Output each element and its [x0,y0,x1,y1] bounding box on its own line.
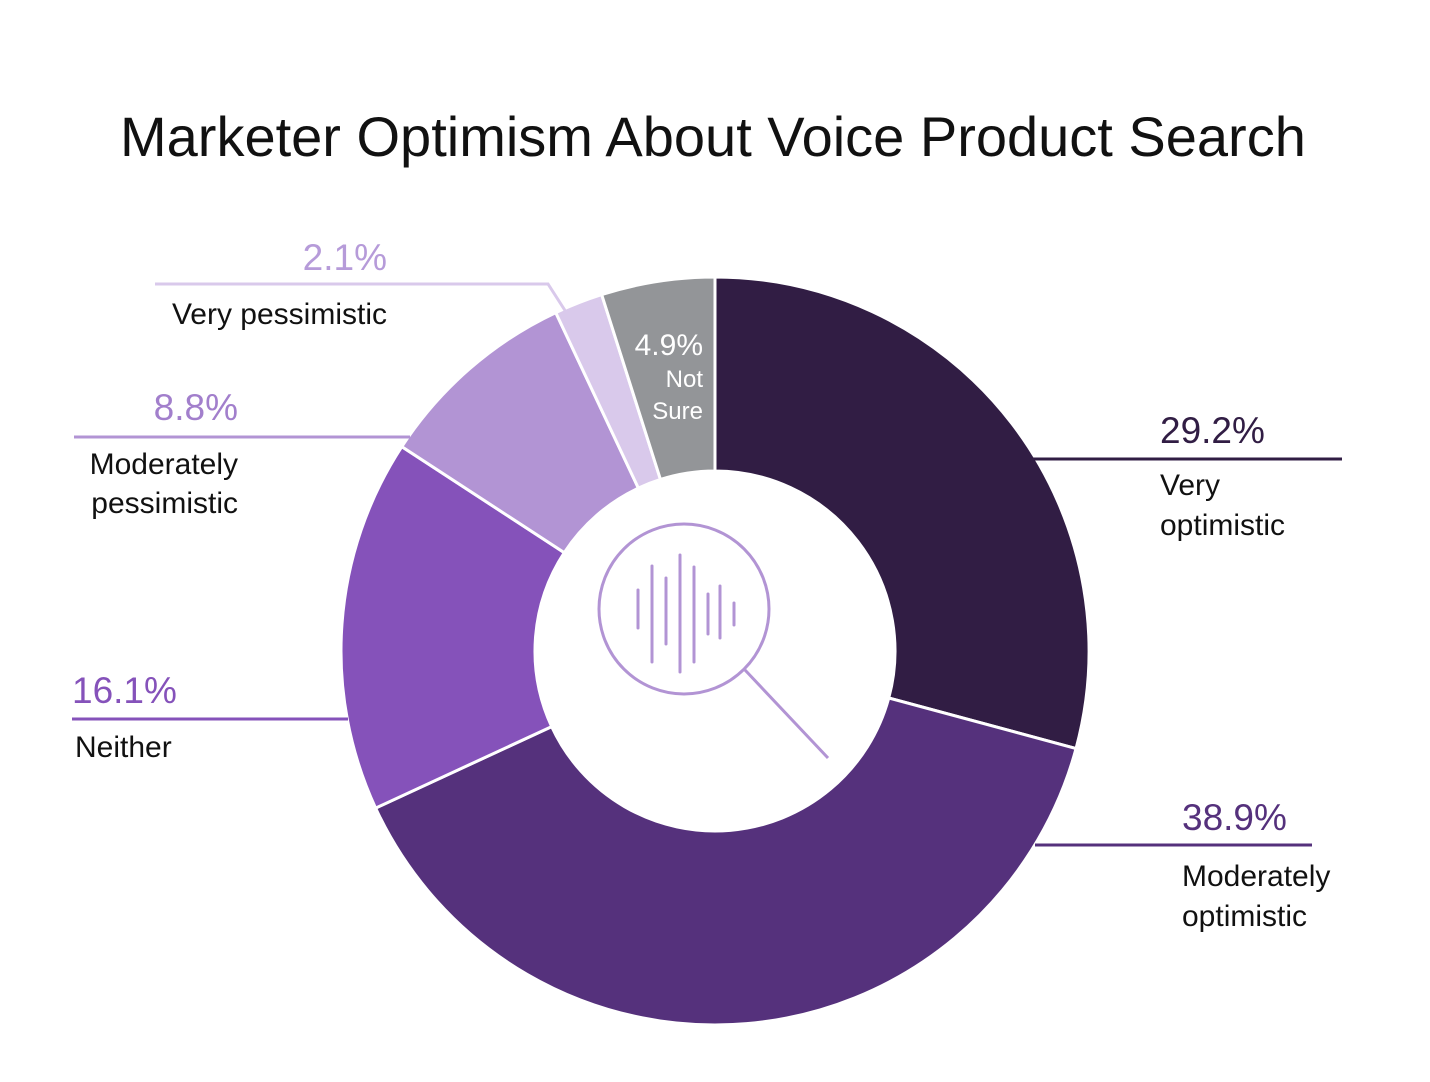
category-label-very-optimistic: Very [1160,469,1220,502]
category-label-very-pessimistic: Very pessimistic [172,298,387,331]
category-label-neither: Neither [75,731,172,764]
value-label-very-pessimistic: 2.1% [303,237,387,278]
value-label-moderately-optimistic: 38.9% [1182,797,1287,838]
leader-line-very-pessimistic [155,282,568,313]
value-label-not-sure: 4.9% [635,329,703,362]
leader-lines [72,282,1342,847]
category-label-not-sure: Sure [652,398,703,425]
value-label-very-optimistic: 29.2% [1160,410,1265,451]
voice-search-magnifier-icon [597,522,830,760]
chart-title: Marketer Optimism About Voice Product Se… [120,105,1306,168]
value-label-moderately-pessimistic: 8.8% [154,387,238,428]
category-label-moderately-optimistic: optimistic [1182,900,1307,933]
category-label-moderately-optimistic: Moderately [1182,860,1330,893]
slice-very-optimistic [713,275,1091,751]
slice-labels: 29.2% Very optimistic 38.9% Moderately optimi… [72,237,1330,933]
value-label-neither: 16.1% [72,670,177,711]
category-label-very-optimistic: optimistic [1160,509,1285,542]
category-label-moderately-pessimistic: pessimistic [91,487,238,520]
slice-moderately-optimistic [373,696,1078,1027]
slice-neither [339,444,567,811]
category-label-moderately-pessimistic: Moderately [90,448,238,481]
category-label-not-sure: Not [666,366,704,393]
slice-not-sure [599,275,717,482]
donut-slices [339,275,1091,1027]
